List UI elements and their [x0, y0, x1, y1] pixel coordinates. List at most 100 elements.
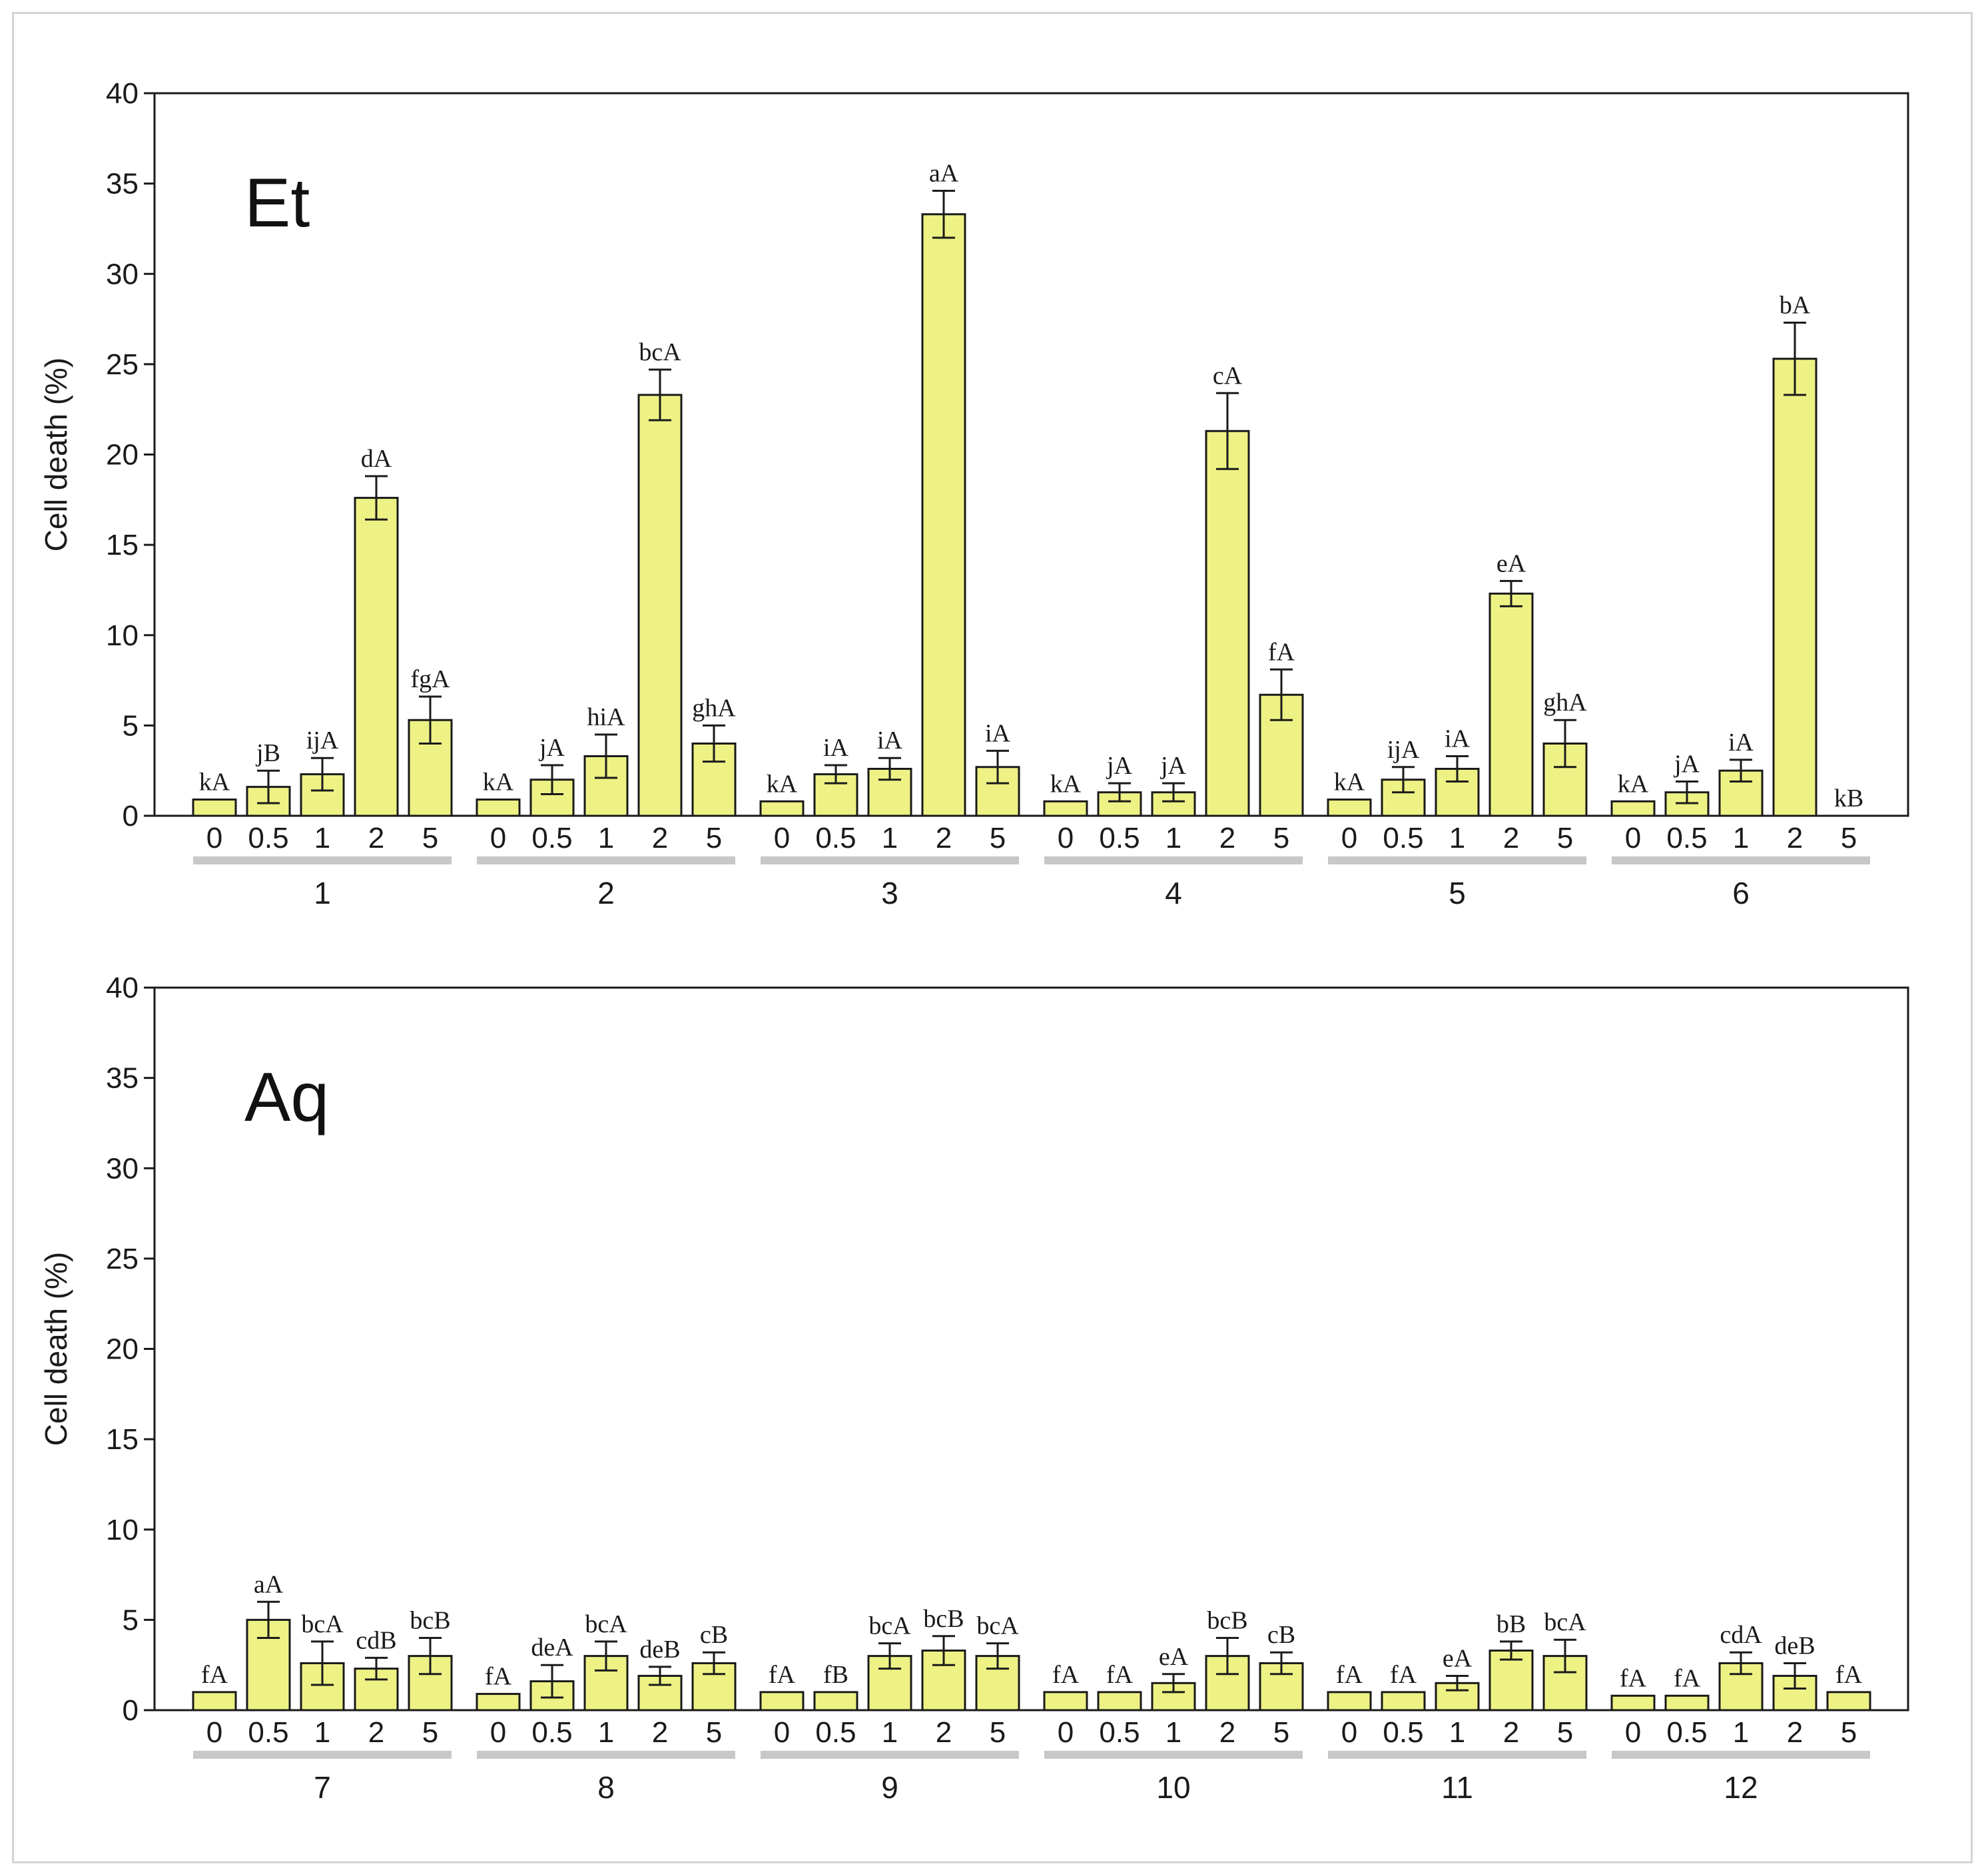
significance-label: iA: [985, 719, 1011, 747]
significance-label: bcA: [301, 1610, 344, 1638]
bar: [476, 1693, 521, 1712]
x-tick-label: 5: [1557, 1716, 1573, 1749]
x-tick-label: 0: [206, 1716, 222, 1749]
y-tick-label: 15: [106, 1423, 139, 1456]
group-underline: [477, 856, 735, 864]
x-tick-label: 1: [314, 1716, 330, 1749]
group-underline: [1044, 1751, 1303, 1759]
x-tick-label: 0: [1058, 822, 1074, 854]
y-tick-label: 10: [106, 619, 139, 652]
significance-label: kA: [1618, 770, 1649, 798]
bar: [192, 1691, 237, 1712]
x-tick-label: 5: [1557, 822, 1573, 854]
significance-label: bcB: [1207, 1607, 1247, 1635]
significance-label: fB: [823, 1661, 848, 1689]
bar: [1489, 592, 1534, 817]
significance-label: deB: [639, 1636, 680, 1664]
y-tick-label: 35: [106, 1062, 139, 1095]
significance-label: kA: [1050, 770, 1082, 798]
significance-label: ijA: [1387, 736, 1420, 764]
significance-label: bcB: [923, 1605, 964, 1633]
significance-label: jB: [255, 739, 280, 767]
x-tick-label: 5: [706, 822, 722, 854]
significance-label: jA: [538, 734, 565, 762]
x-tick-label: 0.5: [1666, 822, 1707, 854]
bar: [1043, 1691, 1088, 1712]
x-tick-label: 1: [1449, 1716, 1465, 1749]
significance-label: fA: [1052, 1661, 1080, 1689]
significance-label: jA: [1673, 750, 1700, 778]
significance-label: fA: [1336, 1661, 1363, 1689]
x-tick-label: 2: [368, 822, 384, 854]
x-tick-label: 5: [1273, 822, 1289, 854]
significance-label: cB: [700, 1621, 728, 1649]
x-tick-label: 0: [490, 822, 506, 854]
x-tick-label: 0.5: [1666, 1716, 1707, 1749]
bar: [759, 1691, 805, 1712]
x-tick-label: 2: [936, 1716, 952, 1749]
group-label: 1: [314, 876, 331, 910]
significance-label: iA: [1445, 725, 1471, 753]
y-tick-label: 25: [106, 1243, 139, 1275]
x-tick-label: 0: [774, 822, 790, 854]
significance-label: jA: [1106, 752, 1133, 780]
x-tick-label: 2: [1503, 822, 1519, 854]
significance-label: bcB: [410, 1607, 450, 1635]
group-label: 5: [1449, 876, 1466, 910]
y-axis-label: Cell death (%): [39, 358, 73, 551]
x-tick-label: 1: [1733, 1716, 1749, 1749]
x-tick-label: 0.5: [248, 822, 288, 854]
x-tick-label: 0: [774, 1716, 790, 1749]
y-tick-label: 5: [123, 709, 139, 742]
significance-label: fA: [769, 1661, 796, 1689]
group-underline: [1328, 856, 1586, 864]
x-tick-label: 0.5: [531, 822, 572, 854]
group-label: 12: [1724, 1770, 1758, 1805]
x-tick-label: 2: [936, 822, 952, 854]
group-underline: [1612, 1751, 1870, 1759]
x-tick-label: 0.5: [248, 1716, 288, 1749]
bar: [1381, 1691, 1426, 1712]
group-label: 9: [881, 1770, 898, 1805]
significance-label: deA: [531, 1634, 573, 1662]
bar: [1610, 1694, 1656, 1712]
y-tick-label: 40: [106, 972, 139, 1004]
significance-label: bcA: [868, 1612, 911, 1640]
group-label: 7: [314, 1770, 331, 1805]
significance-label: eA: [1159, 1643, 1189, 1671]
significance-label: bcA: [1544, 1608, 1586, 1636]
x-tick-label: 1: [882, 822, 898, 854]
y-tick-label: 30: [106, 258, 139, 290]
group-underline: [1328, 1751, 1586, 1759]
x-tick-label: 1: [1165, 1716, 1181, 1749]
bar: [813, 1691, 858, 1712]
x-tick-label: 2: [1219, 1716, 1235, 1749]
bar: [1327, 798, 1372, 817]
bar: [1205, 430, 1250, 817]
significance-label: bcA: [639, 338, 681, 366]
bar: [637, 394, 683, 817]
significance-label: deB: [1774, 1632, 1815, 1660]
group-label: 4: [1165, 876, 1182, 910]
significance-label: fA: [1390, 1661, 1417, 1689]
significance-label: ghA: [1543, 689, 1587, 717]
y-tick-label: 5: [123, 1604, 139, 1636]
significance-label: aA: [929, 159, 959, 187]
x-tick-label: 0.5: [815, 1716, 856, 1749]
bar: [476, 798, 521, 817]
panel-label: Et: [244, 164, 310, 242]
x-tick-label: 2: [1787, 1716, 1803, 1749]
x-tick-label: 0.5: [1099, 822, 1140, 854]
bar: [1826, 1691, 1871, 1712]
x-tick-label: 1: [882, 1716, 898, 1749]
significance-label: kA: [483, 769, 514, 796]
significance-label: hiA: [587, 703, 626, 731]
x-tick-label: 0: [206, 822, 222, 854]
significance-label: kA: [199, 769, 230, 796]
significance-label: cdB: [356, 1626, 396, 1654]
bar: [1043, 800, 1088, 817]
x-tick-label: 5: [990, 1716, 1006, 1749]
significance-label: iA: [823, 734, 849, 762]
x-tick-label: 0: [1058, 1716, 1074, 1749]
